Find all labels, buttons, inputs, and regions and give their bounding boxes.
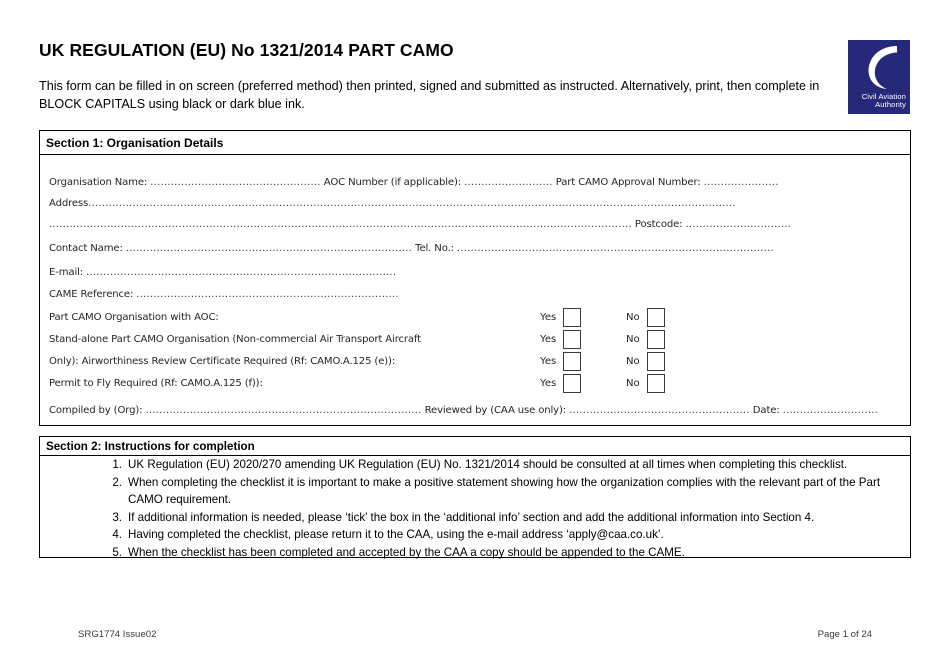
list-item-number: 2. [112,475,122,489]
came-reference-label: CAME Reference: [49,289,137,300]
yes-label: Yes [540,312,557,323]
compiled-by-input[interactable]: ........................................… [145,405,422,416]
question-row-permit-to-fly: Permit to Fly Required (Rf: CAMO.A.125 (… [49,374,901,396]
compiled-reviewed-row: Compiled by (Org): .....................… [49,405,901,416]
no-option[interactable]: No [626,330,665,349]
no-label: No [626,378,640,389]
logo-text-line1: Civil Aviation [861,91,906,101]
no-checkbox[interactable] [646,308,665,327]
yes-option[interactable]: Yes [540,308,582,327]
email-row: E-mail: ................................… [49,267,901,278]
contact-name-input[interactable]: ........................................… [125,243,413,254]
date-label: Date: [749,405,783,416]
came-reference-row: CAME Reference: ........................… [49,289,901,300]
yes-checkbox[interactable] [563,374,582,393]
no-label: No [626,312,640,323]
address-row-2: ........................................… [49,219,901,230]
section-2-instructions: Section 2: Instructions for completion 1… [39,436,911,559]
postcode-label: Postcode: [631,219,686,230]
organisation-name-input[interactable]: ........................................… [150,177,321,188]
list-item-text: If additional information is needed, ple… [128,510,815,524]
logo-text: Civil Aviation Authority [848,91,906,110]
section-1-organisation-details: Section 1: Organisation Details Organisa… [39,130,911,426]
came-reference-input[interactable]: ........................................… [136,289,399,300]
camo-approval-number-label: Part CAMO Approval Number: [552,177,704,188]
list-item: 1. UK Regulation (EU) 2020/270 amending … [40,456,910,474]
list-item-number: 1. [112,458,122,471]
question-label: Permit to Fly Required (Rf: CAMO.A.125 (… [49,378,263,389]
no-option[interactable]: No [626,308,665,327]
question-label: Part CAMO Organisation with AOC: [49,312,219,323]
list-item: 5. When the checklist has been completed… [40,544,910,562]
section-1-header: Section 1: Organisation Details [40,131,910,155]
yes-option[interactable]: Yes [540,330,582,349]
civil-aviation-authority-logo: Civil Aviation Authority [848,40,910,114]
organisation-name-label: Organisation Name: [49,177,151,188]
list-item: 2. When completing the checklist it is i… [40,474,910,509]
aoc-number-label: AOC Number (if applicable): [320,177,465,188]
yes-checkbox[interactable] [563,308,582,327]
list-item-text: When completing the checklist it is impo… [128,475,881,507]
yes-checkbox[interactable] [563,330,582,349]
no-label: No [626,356,640,367]
no-checkbox[interactable] [646,374,665,393]
page-title: UK REGULATION (EU) No 1321/2014 PART CAM… [39,40,454,60]
question-row-airworthiness-review-certificate: Only): Airworthiness Review Certificate … [49,352,901,374]
no-checkbox[interactable] [646,352,665,371]
crescent-icon [868,46,897,89]
yes-option[interactable]: Yes [540,352,582,371]
yes-label: Yes [540,378,557,389]
section-2-header: Section 2: Instructions for completion [40,437,910,456]
no-option[interactable]: No [626,352,665,371]
list-item-number: 4. [112,528,122,542]
logo-text-line2: Authority [875,100,906,110]
aoc-number-input[interactable]: .......................... [464,177,553,188]
list-item-text: UK Regulation (EU) 2020/270 amending UK … [128,458,848,471]
address-input-line2[interactable]: ........................................… [49,219,632,230]
list-item-text: When the checklist has been completed an… [128,545,685,559]
contact-name-label: Contact Name: [49,243,126,254]
reviewed-by-label: Reviewed by (CAA use only): [421,405,570,416]
address-input-line1[interactable]: ........................................… [88,198,736,209]
footer-document-reference: SRG1774 Issue02 [78,629,157,640]
list-item-number: 5. [112,545,122,559]
question-row-part-camo-with-aoc: Part CAMO Organisation with AOC: Yes No [49,308,901,330]
camo-approval-number-input[interactable]: ...................... [703,177,779,188]
yes-checkbox[interactable] [563,352,582,371]
date-input[interactable]: ............................ [782,405,879,416]
address-label: Address [49,198,89,209]
section-1-body: Organisation Name: .....................… [40,155,910,425]
yes-option[interactable]: Yes [540,374,582,393]
yes-label: Yes [540,356,557,367]
postcode-input[interactable]: ............................... [685,219,792,230]
compiled-by-label: Compiled by (Org): [49,405,146,416]
tel-no-input[interactable]: ........................................… [456,243,774,254]
email-input[interactable]: ........................................… [86,267,397,278]
footer-page-number: Page 1 of 24 [817,629,872,640]
reviewed-by-input[interactable]: ........................................… [569,405,750,416]
tel-no-label: Tel. No.: [412,243,457,254]
list-item: 4. Having completed the checklist, pleas… [40,526,910,544]
list-item: 3. If additional information is needed, … [40,509,910,527]
question-row-stand-alone-part-camo: Stand-alone Part CAMO Organisation (Non-… [49,330,901,352]
organisation-name-row: Organisation Name: .....................… [49,177,901,188]
no-option[interactable]: No [626,374,665,393]
list-item-number: 3. [112,510,122,524]
email-label: E-mail: [49,267,87,278]
no-checkbox[interactable] [646,330,665,349]
contact-name-row: Contact Name: ..........................… [49,243,901,254]
question-label: Only): Airworthiness Review Certificate … [49,356,396,367]
intro-paragraph: This form can be filled in on screen (pr… [39,79,820,111]
list-item-text: Having completed the checklist, please r… [128,528,664,542]
no-label: No [626,334,640,345]
address-row-1: Address.................................… [49,198,901,209]
yes-label: Yes [540,334,557,345]
instructions-list: 1. UK Regulation (EU) 2020/270 amending … [40,456,910,562]
question-label: Stand-alone Part CAMO Organisation (Non-… [49,334,421,345]
